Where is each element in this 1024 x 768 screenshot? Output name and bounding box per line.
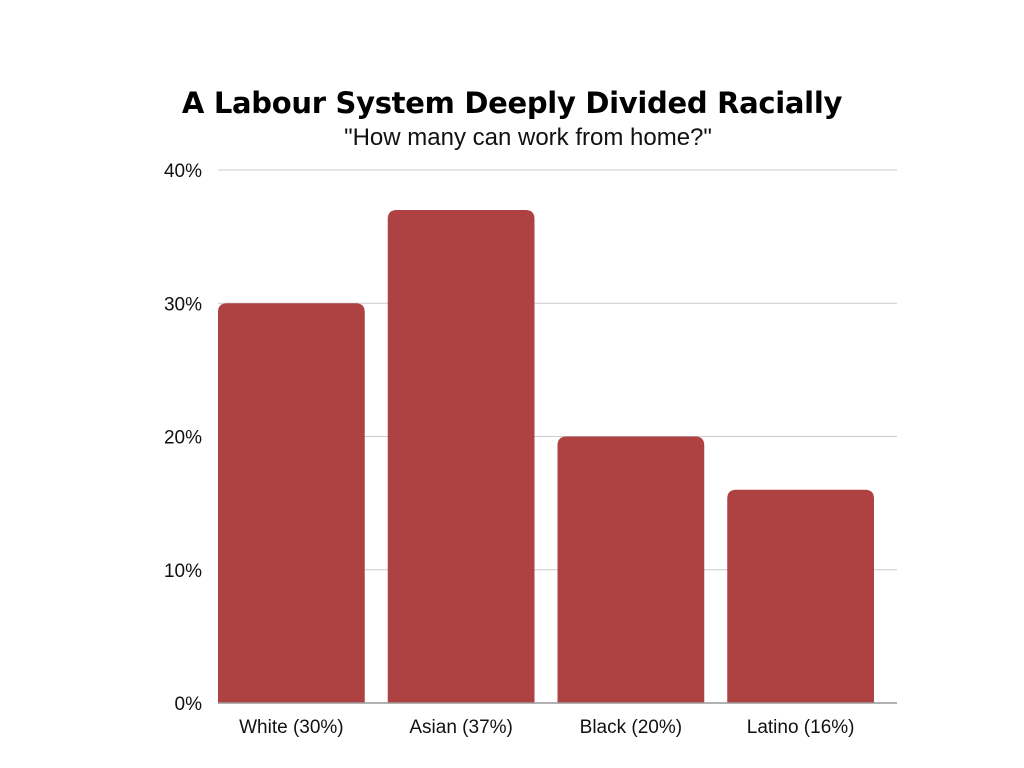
x-category-label: White (30%): [239, 717, 344, 738]
x-category-label: Asian (37%): [409, 717, 513, 738]
x-category-label: Latino (16%): [747, 717, 855, 738]
bar: [218, 303, 365, 703]
bar: [727, 489, 874, 703]
y-tick-label: 0%: [175, 694, 203, 715]
y-tick-label: 20%: [164, 428, 202, 449]
chart-subtitle: "How many can work from home?": [344, 124, 712, 151]
y-tick-label: 40%: [164, 161, 202, 182]
y-tick-label: 30%: [164, 294, 202, 315]
bar: [387, 209, 535, 703]
y-tick-label: 10%: [164, 561, 202, 582]
bar: [557, 436, 705, 703]
chart-title: A Labour System Deeply Divided Racially: [181, 86, 843, 120]
x-category-label: Black (20%): [580, 717, 682, 738]
